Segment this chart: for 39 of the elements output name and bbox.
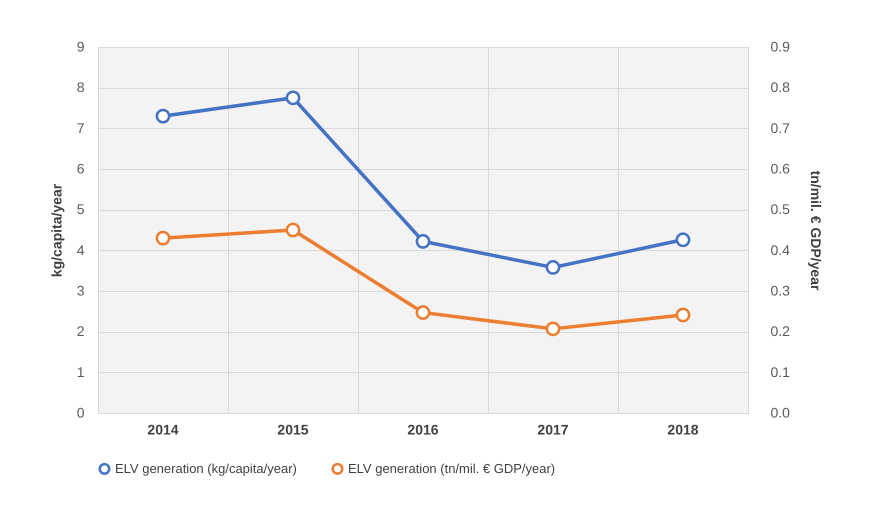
y2-tick-label: 0.4 [770, 242, 790, 258]
point [156, 108, 170, 124]
y-tick-label: 1 [76, 364, 85, 380]
point [286, 222, 300, 238]
y2-tick-label: 0.3 [770, 282, 790, 298]
x-tick-label: 2017 [537, 422, 569, 438]
point [546, 321, 560, 336]
point [416, 234, 430, 249]
point [676, 308, 690, 322]
x-tick-label: 2018 [667, 422, 699, 438]
y-tick-label: 5 [76, 201, 85, 218]
point [546, 260, 560, 275]
legend-label: ELV generation (tn/mil. € GDP/year) [348, 460, 556, 476]
y2-tick-label: 0.8 [770, 79, 790, 96]
y-tick-label: 8 [76, 79, 85, 96]
y-tick-label: 9 [76, 38, 85, 54]
y-tick-label: 2 [76, 323, 85, 340]
y2-tick-label: 0.1 [770, 364, 790, 380]
point [286, 90, 300, 106]
x-tick-label: 2015 [277, 422, 309, 438]
y-tick-label: 4 [76, 242, 85, 258]
y2-tick-label: 0.2 [770, 323, 790, 340]
y2-axis-title: tn/mil. € GDP/year [808, 170, 824, 291]
y2-tick-label: 0.0 [770, 404, 790, 420]
x-tick-label: 2016 [407, 422, 439, 438]
y2-tick-label: 0.6 [770, 160, 790, 176]
point [416, 305, 430, 320]
point [676, 232, 690, 248]
y2-tick-label: 0.5 [770, 201, 790, 218]
legend-label: ELV generation (kg/capita/year) [115, 460, 297, 476]
y-tick-label: 6 [76, 160, 85, 176]
y-axis-title: kg/capita/year [48, 183, 65, 278]
x-tick-label: 2014 [147, 422, 179, 438]
y2-tick-label: 0.9 [770, 38, 790, 54]
y-tick-label: 0 [76, 404, 85, 420]
y-tick-label: 7 [76, 120, 85, 136]
y2-tick-label: 0.7 [770, 120, 790, 136]
y-tick-label: 3 [76, 282, 85, 298]
point [156, 230, 170, 246]
